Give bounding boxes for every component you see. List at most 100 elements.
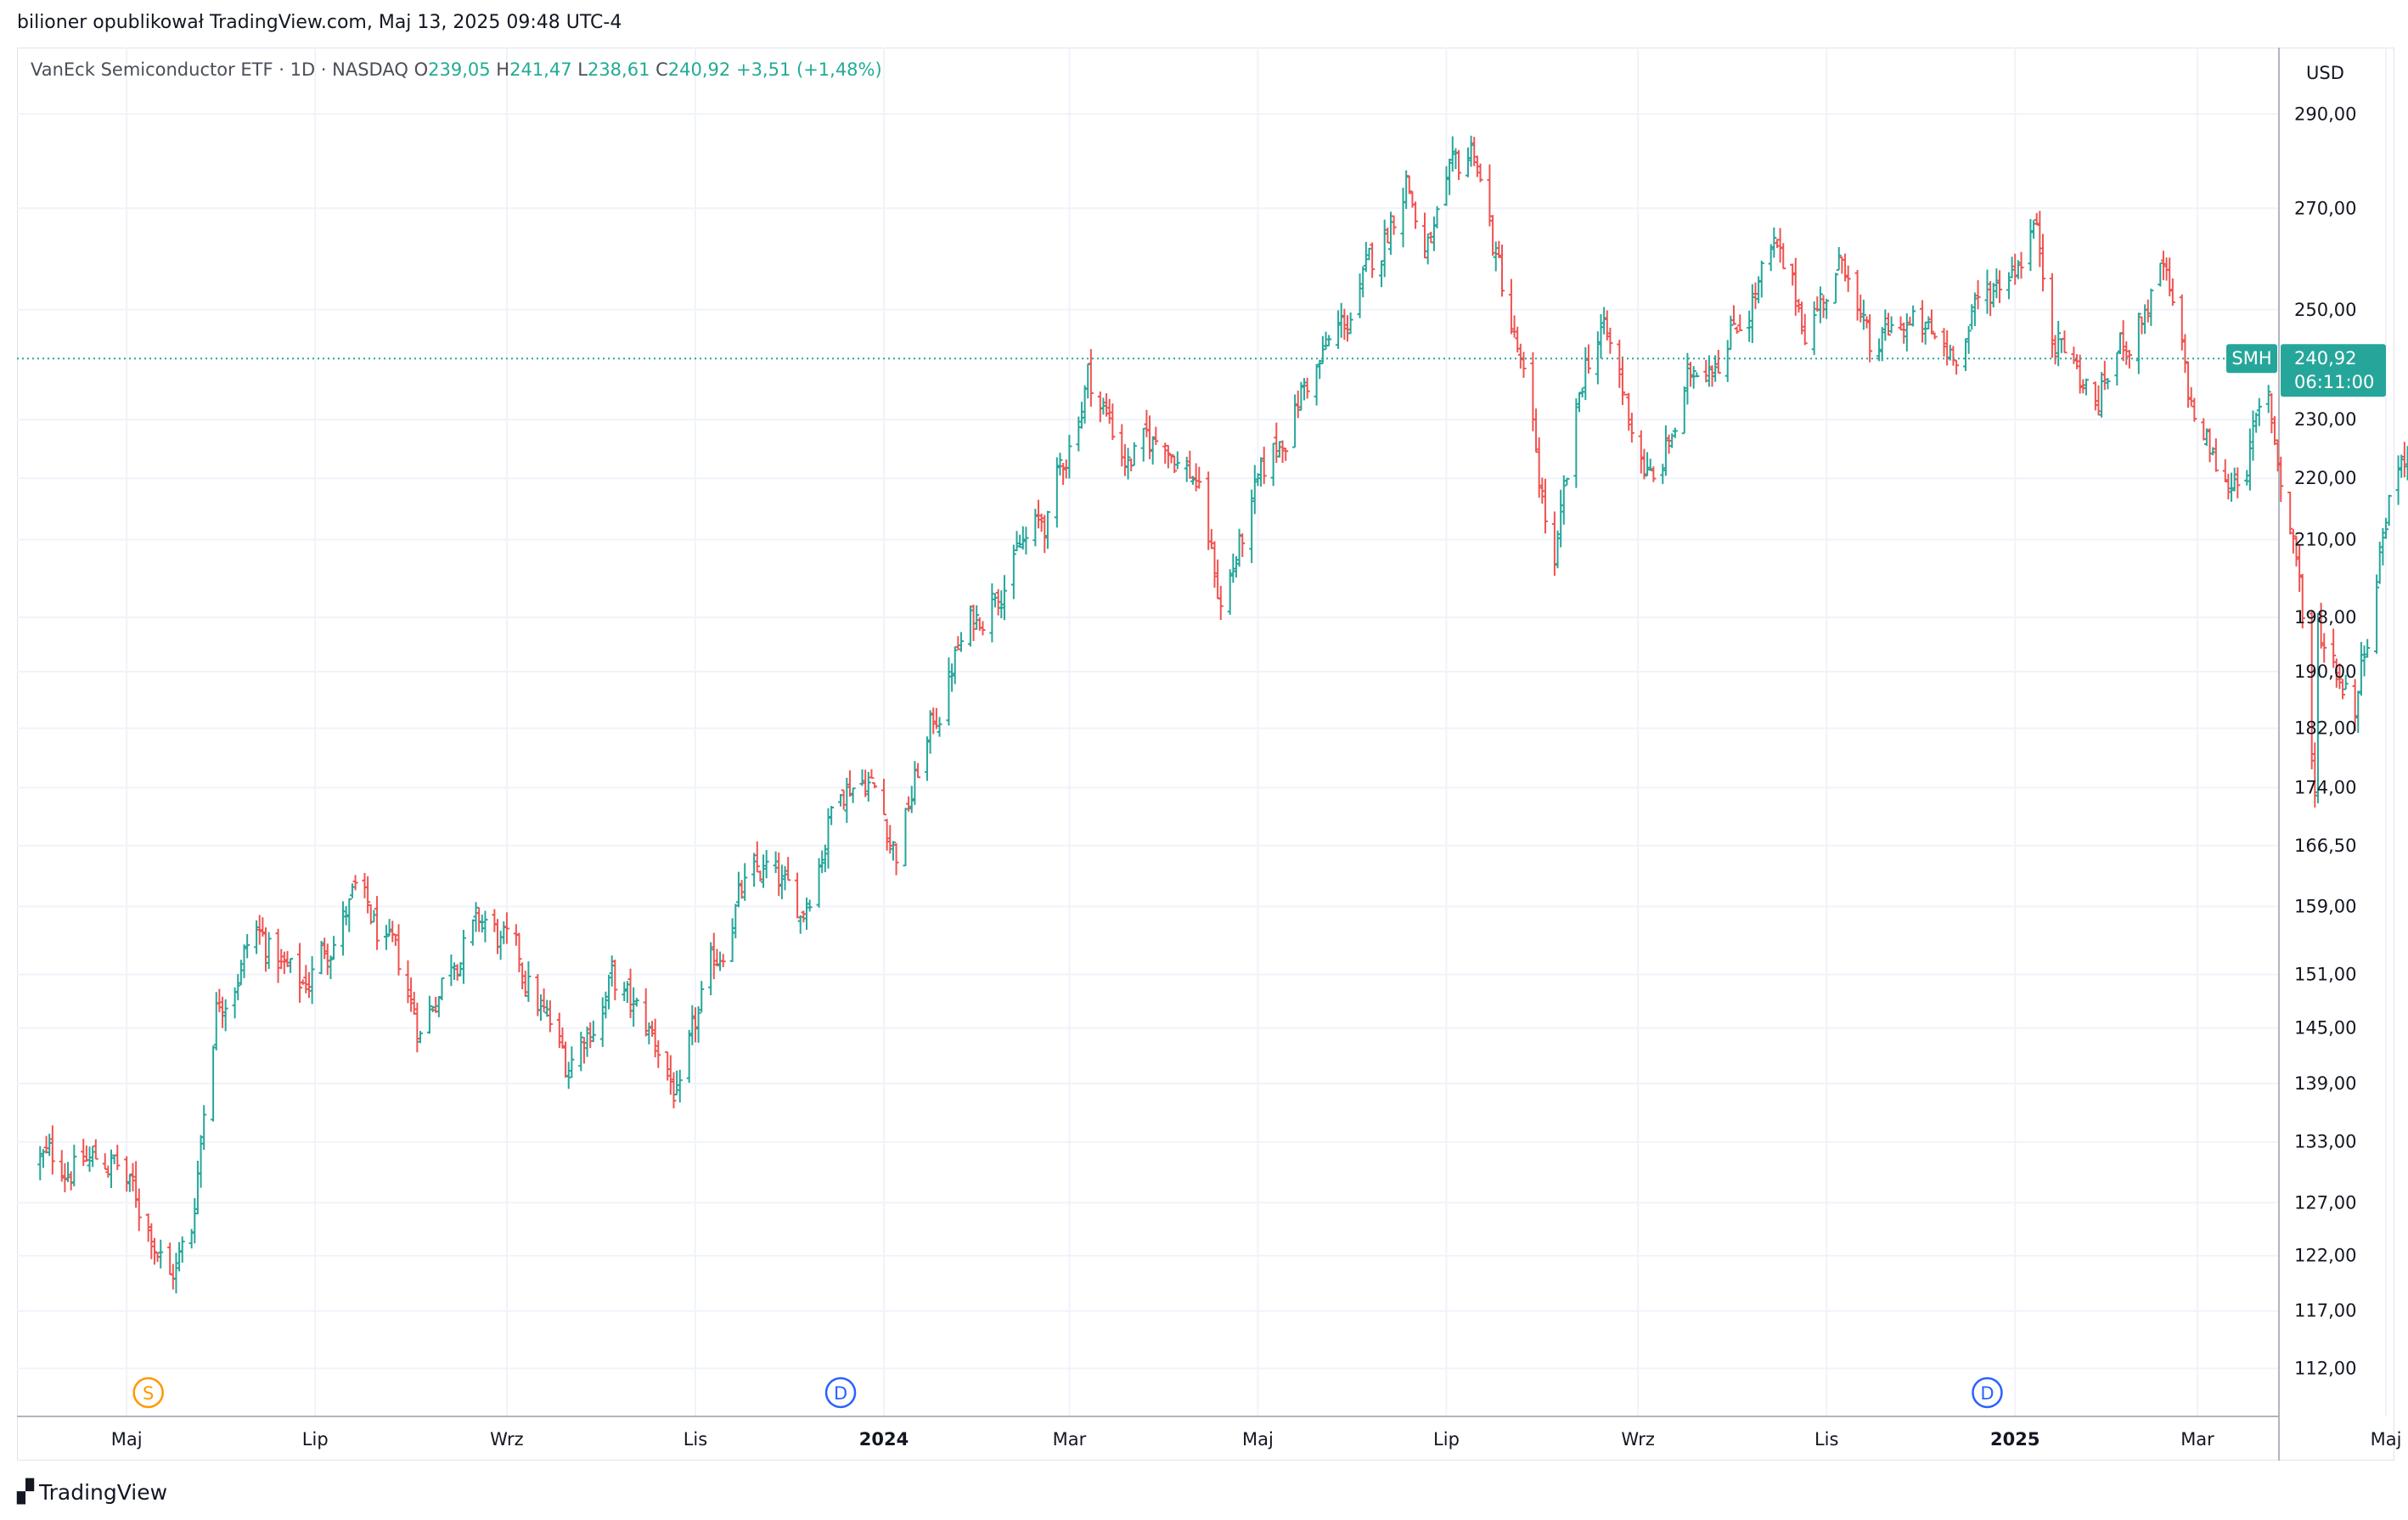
ohlc-bar	[37, 1146, 43, 1180]
ohlc-bar	[1694, 372, 1700, 378]
symbol-tag-text: SMH	[2231, 348, 2271, 369]
price-tick-label: 220,00	[2294, 468, 2356, 488]
ohlc-bar	[1972, 292, 1978, 327]
event-label: S	[143, 1383, 154, 1404]
ohlc-bar	[2186, 361, 2191, 408]
ohlc-bar	[816, 858, 822, 908]
price-tick-label: 290,00	[2294, 104, 2356, 124]
ohlc-bar	[220, 996, 226, 1028]
ohlc-bar	[386, 919, 392, 937]
price-tick-label: 151,00	[2294, 965, 2356, 985]
ohlc-bar	[1208, 529, 1214, 549]
ohlc-bar	[1811, 301, 1817, 356]
ohlc-bar	[2380, 527, 2386, 566]
ohlc-bar	[498, 931, 504, 960]
ohlc-bar	[903, 808, 909, 867]
ohlc-bar	[1641, 448, 1647, 480]
ohlc-bar	[2395, 455, 2401, 505]
ohlc-bar	[1790, 263, 1796, 286]
ohlc-bar	[1304, 377, 1310, 399]
ohlc-bar	[93, 1139, 98, 1160]
ohlc-bar	[2343, 674, 2349, 690]
ohlc-bar	[622, 982, 627, 1001]
ohlc-bar	[1314, 363, 1319, 406]
ohlc-bar	[1066, 435, 1072, 479]
ohlc-bar	[838, 793, 844, 807]
ohlc-bar	[136, 1188, 142, 1231]
ohlc-bar	[1119, 424, 1125, 467]
ohlc-bar	[177, 1241, 183, 1272]
ohlc-bar	[1758, 260, 1764, 298]
ohlc-bar	[2142, 304, 2148, 335]
ohlc-bar	[739, 880, 745, 899]
ohlc-bar	[1997, 270, 2003, 303]
ohlc-bar	[1125, 448, 1131, 480]
ohlc-bar	[1886, 312, 1891, 336]
ohlc-bar	[2034, 212, 2039, 226]
ohlc-bar	[1162, 442, 1168, 464]
ohlc-bar	[976, 616, 982, 631]
ohlc-bar	[1283, 448, 1289, 461]
ohlc-bar	[863, 769, 869, 797]
ohlc-bar	[2278, 456, 2284, 503]
ohlc-bar	[1508, 279, 1514, 335]
ohlc-bar	[2229, 472, 2235, 502]
ohlc-bar	[479, 915, 485, 933]
tradingview-brand[interactable]: ▞ TradingView	[17, 1479, 167, 1505]
ohlc-bar	[2188, 386, 2194, 407]
currency-button[interactable]: USD	[2306, 63, 2344, 83]
dividend-event-icon[interactable]: D	[1972, 1376, 2003, 1409]
ohlc-bar	[1558, 489, 1564, 548]
ohlc-bar	[1400, 187, 1406, 248]
ohlc-bar	[2256, 397, 2262, 426]
ohlc-bar	[822, 844, 828, 873]
last-price-tag: SMH 240,92 06:11:00	[2226, 344, 2386, 397]
ohlc-bar	[2006, 272, 2011, 300]
ohlc-bar	[1954, 359, 1960, 375]
ohlc-bar	[2126, 350, 2132, 369]
ohlc-bar	[145, 1213, 151, 1242]
ohlc-bar	[454, 964, 460, 981]
ohlc-bar	[757, 870, 763, 882]
time-tick-label: Lip	[1433, 1429, 1460, 1450]
ohlc-bar	[2031, 220, 2037, 239]
ohlc-bar	[1255, 473, 1261, 487]
ohlc-bar	[392, 933, 398, 946]
ohlc-bar	[520, 962, 526, 989]
ohlc-bar	[470, 919, 475, 946]
ohlc-bar	[1326, 335, 1332, 346]
ohlc-bar	[1465, 147, 1471, 177]
ohlc-bar	[47, 1134, 53, 1157]
ohlc-bar	[2405, 446, 2408, 481]
ohlc-bar	[1645, 452, 1651, 477]
ohlc-bar	[266, 932, 272, 970]
ohlc-bar	[217, 988, 222, 1013]
ohlc-bar	[1499, 245, 1505, 297]
ohlc-bar	[708, 942, 714, 996]
ohlc-bar	[1385, 228, 1391, 244]
ohlc-bar	[1413, 201, 1419, 229]
price-tick-label: 250,00	[2294, 300, 2356, 320]
ohlc-bar	[795, 872, 801, 919]
split-event-icon[interactable]: S	[132, 1376, 164, 1409]
ohlc-bar	[83, 1145, 89, 1163]
ohlc-bar	[1082, 385, 1088, 424]
ohlc-bar	[1515, 326, 1521, 353]
ohlc-bar	[1966, 325, 1972, 354]
ohlc-bar	[2358, 641, 2364, 696]
ohlc-bar	[1836, 246, 1842, 271]
ohlc-bar	[390, 920, 396, 943]
chart-legend: VanEck Semiconductor ETF · 1D · NASDAQ O…	[31, 59, 882, 80]
time-tick-label: Mar	[2180, 1429, 2214, 1450]
ohlc-bar	[1131, 442, 1137, 467]
dividend-event-icon[interactable]: D	[824, 1376, 857, 1409]
ohlc-bar	[1431, 217, 1437, 251]
ohlc-bar	[1357, 273, 1363, 318]
ohlc-bar	[1097, 391, 1103, 423]
close-value: 240,92	[667, 59, 731, 80]
ohlc-bar	[949, 663, 955, 692]
ohlc-bar	[439, 977, 445, 1000]
ohlc-bar	[1001, 575, 1007, 621]
